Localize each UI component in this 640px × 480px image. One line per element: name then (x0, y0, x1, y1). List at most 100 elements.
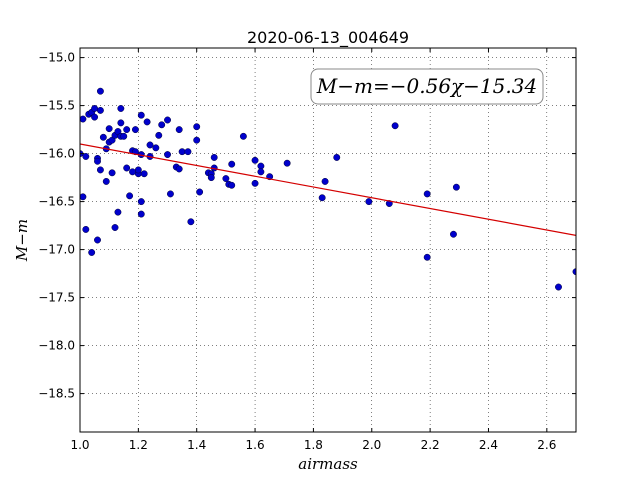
y-tick-label: −18.0 (38, 339, 75, 353)
data-point (96, 166, 104, 174)
data-point (117, 105, 125, 112)
data-point (175, 165, 183, 173)
y-tick-label: −18.5 (38, 387, 75, 401)
fit-annotation: M−m=−0.56χ−15.34 (310, 68, 544, 105)
data-point (102, 177, 110, 185)
data-point (283, 159, 291, 167)
data-point (210, 153, 218, 161)
data-point (114, 208, 122, 216)
data-point (80, 115, 87, 123)
data-point (143, 118, 151, 126)
data-point (251, 156, 259, 164)
data-point (164, 151, 171, 159)
data-point (123, 126, 131, 134)
data-point (555, 283, 562, 291)
data-point (193, 136, 201, 144)
data-point (228, 181, 236, 189)
data-point (257, 162, 265, 170)
data-point (108, 169, 116, 177)
data-points (80, 87, 576, 291)
x-tick-label: 1.6 (246, 438, 265, 452)
data-point (423, 190, 431, 198)
data-point (140, 170, 148, 178)
data-point (222, 175, 230, 183)
data-point (391, 122, 399, 130)
fit-line-layer (80, 143, 576, 236)
fit-equation: M−m=−0.56χ−15.34 (316, 74, 537, 98)
x-tick-label: 2.0 (362, 438, 381, 452)
x-tick-label: 1.2 (129, 438, 148, 452)
x-tick-label: 1.4 (187, 438, 206, 452)
data-point (146, 141, 154, 149)
data-point (80, 193, 87, 201)
data-point (126, 192, 134, 200)
data-point (129, 168, 136, 176)
y-tick-label: −16.5 (38, 195, 75, 209)
data-point (365, 198, 373, 206)
data-point (88, 249, 96, 256)
data-point (452, 183, 460, 191)
data-point (423, 253, 431, 261)
data-point (251, 179, 259, 187)
x-tick-label: 2.6 (537, 438, 556, 452)
data-point (99, 133, 107, 141)
data-point (96, 87, 104, 95)
y-tick-label: −15.0 (38, 51, 75, 65)
data-point (385, 200, 393, 207)
data-point (137, 198, 145, 206)
data-point (164, 116, 171, 124)
data-point (175, 126, 183, 134)
data-point (187, 218, 195, 226)
y-tick-label: −16.0 (38, 147, 75, 161)
data-point (155, 131, 163, 139)
data-point (333, 153, 341, 161)
data-point (91, 113, 99, 121)
data-point (91, 105, 99, 112)
data-point (193, 123, 201, 131)
data-point (105, 125, 113, 133)
y-tick-label: −17.5 (38, 291, 75, 305)
data-point (137, 210, 145, 218)
data-point (318, 194, 326, 202)
plot-frame (79, 47, 577, 433)
data-point (196, 188, 204, 196)
chart-title: 2020-06-13_004649 (247, 28, 409, 48)
data-point (131, 126, 139, 134)
x-axis-label: airmass (298, 455, 358, 473)
x-tick-label: 2.2 (421, 438, 440, 452)
data-point (178, 148, 186, 156)
y-tick-label: −15.5 (38, 99, 75, 113)
x-tick-label: 1.0 (70, 438, 89, 452)
data-point (120, 132, 128, 140)
data-point (257, 168, 265, 176)
ticks: 1.0 1.2 1.4 1.6 1.8 2.0 2.2 2.4 2.6 −15.0 −15.5 −16… (38, 48, 576, 452)
data-point (94, 236, 101, 244)
data-point (166, 190, 174, 198)
fit-line (80, 143, 576, 236)
data-point (158, 121, 166, 129)
data-point (123, 164, 131, 172)
data-point (239, 132, 247, 140)
data-point (450, 230, 457, 238)
x-tick-label: 2.4 (479, 438, 498, 452)
x-tick-label: 1.8 (304, 438, 323, 452)
data-point (207, 174, 215, 182)
data-point (152, 144, 160, 152)
data-point (111, 224, 119, 231)
grid (79, 48, 576, 432)
data-point (321, 177, 329, 185)
data-point (96, 106, 104, 114)
y-tick-label: −17.0 (38, 243, 75, 257)
data-point (228, 160, 236, 168)
data-point (82, 153, 90, 160)
y-axis-label: M−m (13, 219, 31, 262)
data-point (184, 148, 192, 156)
data-point (131, 148, 139, 156)
data-point (137, 111, 145, 119)
data-point (82, 225, 90, 233)
data-point (117, 119, 125, 127)
fit-annotation-box (310, 68, 544, 105)
data-point (94, 157, 101, 165)
data-point (134, 166, 142, 174)
